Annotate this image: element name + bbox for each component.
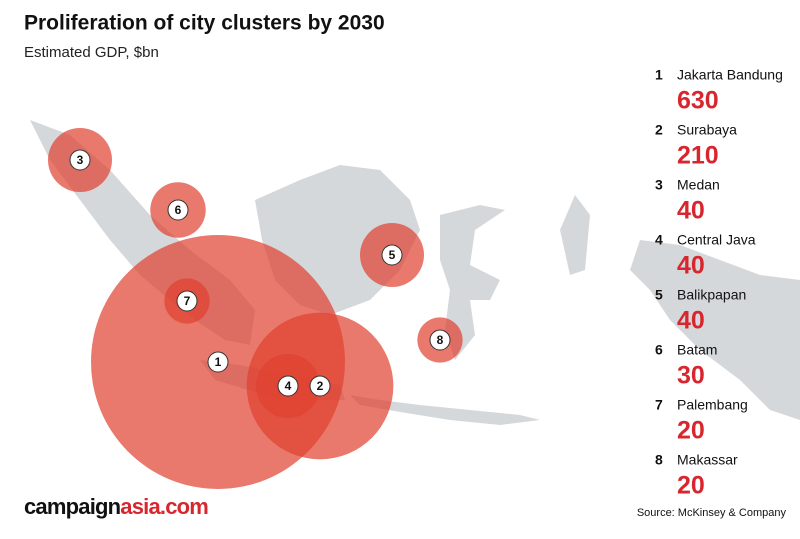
legend-number: 7 <box>655 397 663 413</box>
legend-name: Central Java <box>677 232 756 248</box>
sulawesi <box>440 205 505 360</box>
legend-value: 30 <box>677 362 705 390</box>
legend-number: 5 <box>655 287 663 303</box>
marker-number: 3 <box>77 153 84 167</box>
marker-badge <box>207 351 229 373</box>
legend-value: 210 <box>677 142 719 170</box>
marker-badge <box>176 290 198 312</box>
source: Source: McKinsey & Company <box>637 507 787 519</box>
marker-number: 7 <box>184 294 191 308</box>
legend-value: 20 <box>677 472 705 500</box>
bubbles: 1 2 3 4 5 6 7 8 <box>47 127 463 489</box>
legend-value: 40 <box>677 197 705 225</box>
legend-name: Palembang <box>677 397 748 413</box>
legend-name: Medan <box>677 177 720 193</box>
legend-name: Batam <box>677 342 717 358</box>
marker-number: 4 <box>285 379 292 393</box>
logo: campaignasia.com <box>24 494 208 519</box>
legend-name: Balikpapan <box>677 287 746 303</box>
logo-main: campaign <box>24 494 121 519</box>
legend-number: 8 <box>655 452 663 468</box>
marker-number: 2 <box>317 379 324 393</box>
marker-badge <box>277 375 299 397</box>
legend-value: 630 <box>677 87 719 115</box>
logo-accent: asia.com <box>120 494 208 519</box>
marker-badge <box>429 329 451 351</box>
marker-badge <box>167 199 189 221</box>
legend-name: Jakarta Bandung <box>677 67 783 83</box>
marker-badge <box>381 244 403 266</box>
legend-value: 40 <box>677 307 705 335</box>
nusa-tenggara <box>350 395 540 425</box>
legend-number: 3 <box>655 177 663 193</box>
maluku <box>560 195 590 275</box>
marker-badge <box>309 375 331 397</box>
legend-value: 40 <box>677 252 705 280</box>
marker-number: 1 <box>215 355 222 369</box>
marker-number: 8 <box>437 333 444 347</box>
title: Proliferation of city clusters by 2030 <box>24 12 385 35</box>
marker-number: 6 <box>175 203 182 217</box>
legend-number: 4 <box>655 232 663 248</box>
legend-number: 2 <box>655 122 663 138</box>
subtitle: Estimated GDP, $bn <box>24 44 159 61</box>
papua <box>630 240 800 420</box>
legend-number: 6 <box>655 342 663 358</box>
legend-number: 1 <box>655 67 663 83</box>
legend-value: 20 <box>677 417 705 445</box>
legend-name: Surabaya <box>677 122 737 138</box>
marker-number: 5 <box>389 248 396 262</box>
legend-name: Makassar <box>677 452 738 468</box>
marker-badge <box>69 149 91 171</box>
